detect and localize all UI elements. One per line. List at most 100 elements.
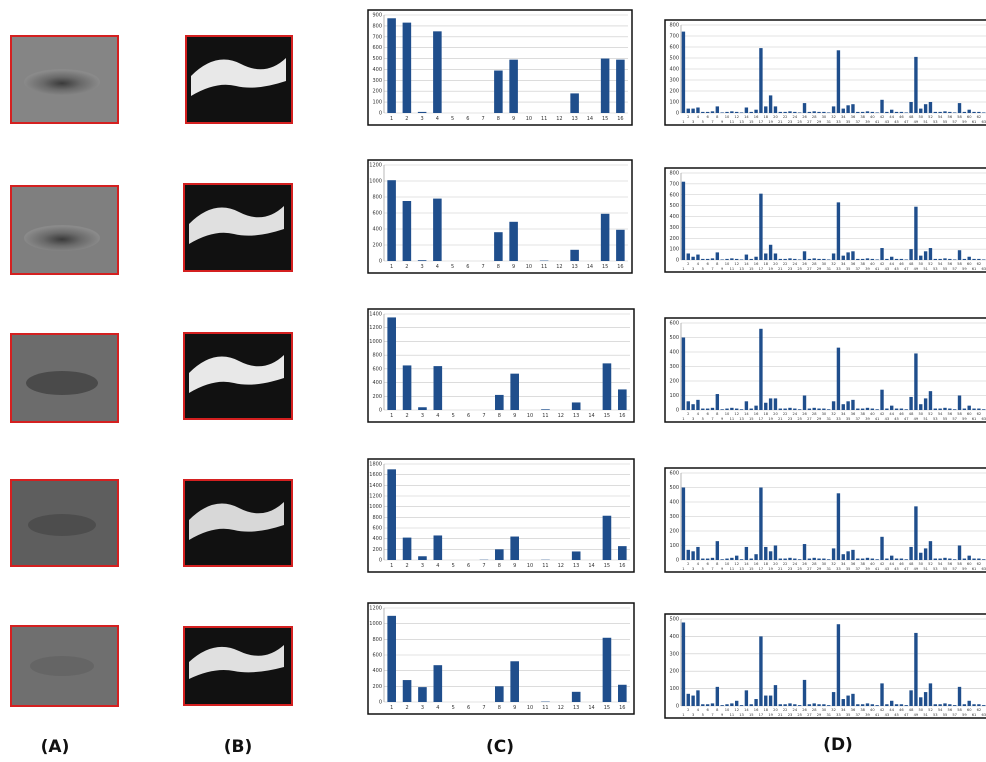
bar bbox=[836, 624, 841, 706]
y-tick-label: 0 bbox=[379, 408, 382, 414]
y-tick-label: 1200 bbox=[369, 494, 382, 500]
bar bbox=[691, 256, 695, 260]
y-tick-label: 200 bbox=[669, 669, 679, 675]
x-tick-label: 10 bbox=[725, 412, 730, 416]
bar bbox=[846, 551, 850, 560]
bar bbox=[797, 259, 802, 260]
bar bbox=[836, 202, 841, 260]
chart-frame bbox=[664, 317, 986, 423]
bar bbox=[909, 249, 913, 260]
texture-shape bbox=[191, 58, 286, 96]
x-tick-label: 61 bbox=[972, 417, 977, 421]
bar bbox=[875, 259, 879, 260]
y-tick-label: 800 bbox=[372, 353, 382, 359]
x-tick-label: 33 bbox=[836, 267, 841, 271]
bar bbox=[681, 181, 686, 260]
y-tick-label: 600 bbox=[372, 211, 382, 217]
bar bbox=[701, 704, 705, 706]
column-b bbox=[183, 35, 293, 706]
bar bbox=[982, 112, 986, 113]
x-tick-label: 16 bbox=[619, 705, 625, 711]
bar bbox=[715, 686, 720, 706]
bar bbox=[402, 537, 412, 560]
bar bbox=[773, 685, 778, 706]
bar bbox=[933, 258, 937, 260]
y-tick-label: 500 bbox=[669, 485, 679, 491]
x-tick-label: 11 bbox=[542, 705, 548, 711]
x-tick-label: 57 bbox=[952, 417, 957, 421]
x-tick-label: 42 bbox=[880, 115, 885, 119]
bar bbox=[759, 48, 763, 113]
histogram: 0100200300400500600700800123456789101112… bbox=[664, 167, 986, 273]
x-tick-label: 10 bbox=[526, 264, 532, 270]
bar bbox=[943, 258, 947, 260]
x-tick-label: 61 bbox=[972, 267, 977, 271]
x-tick-label: 57 bbox=[952, 267, 957, 271]
y-tick-label: 1200 bbox=[369, 163, 382, 169]
bar bbox=[831, 253, 836, 260]
x-tick-label: 59 bbox=[962, 267, 967, 271]
x-tick-label: 36 bbox=[851, 562, 856, 566]
x-tick-label: 59 bbox=[962, 120, 967, 124]
x-tick-label: 25 bbox=[797, 567, 802, 571]
x-tick-label: 31 bbox=[826, 267, 831, 271]
y-tick-label: 300 bbox=[372, 78, 382, 84]
x-tick-label: 46 bbox=[899, 115, 904, 119]
y-tick-label: 200 bbox=[372, 394, 382, 400]
x-tick-label: 11 bbox=[730, 417, 735, 421]
x-tick-label: 31 bbox=[826, 567, 831, 571]
x-tick-label: 37 bbox=[856, 267, 861, 271]
x-tick-label: 54 bbox=[938, 412, 943, 416]
x-tick-label: 55 bbox=[943, 267, 948, 271]
bar bbox=[928, 102, 933, 113]
bar bbox=[571, 691, 581, 702]
bar bbox=[696, 107, 700, 113]
x-tick-label: 5 bbox=[452, 413, 455, 419]
x-tick-label: 37 bbox=[856, 120, 861, 124]
bar bbox=[807, 111, 812, 113]
eye-shape bbox=[28, 514, 96, 536]
bar bbox=[846, 252, 850, 260]
x-tick-label: 6 bbox=[706, 262, 709, 266]
x-tick-label: 14 bbox=[588, 563, 594, 569]
bar bbox=[418, 407, 427, 410]
x-tick-label: 26 bbox=[802, 708, 807, 712]
bar bbox=[875, 705, 879, 706]
x-tick-label: 12 bbox=[734, 412, 739, 416]
y-tick-label: 400 bbox=[372, 227, 382, 233]
bar bbox=[387, 469, 396, 560]
x-tick-label: 30 bbox=[822, 262, 827, 266]
x-tick-label: 4 bbox=[697, 115, 700, 119]
bar bbox=[967, 405, 971, 410]
bar bbox=[914, 56, 918, 113]
x-tick-label: 11 bbox=[541, 264, 547, 270]
bar bbox=[836, 347, 841, 410]
x-tick-label: 19 bbox=[768, 567, 773, 571]
x-tick-label: 29 bbox=[817, 567, 822, 571]
x-tick-label: 3 bbox=[692, 713, 694, 717]
bar bbox=[802, 103, 807, 113]
x-tick-label: 23 bbox=[788, 417, 793, 421]
bar bbox=[570, 249, 579, 261]
bar bbox=[928, 248, 933, 260]
bar bbox=[793, 558, 797, 560]
x-tick-label: 2 bbox=[687, 262, 689, 266]
x-tick-label: 45 bbox=[894, 567, 899, 571]
bar bbox=[938, 558, 942, 560]
x-tick-label: 7 bbox=[482, 264, 485, 270]
x-tick-label: 38 bbox=[860, 708, 865, 712]
x-tick-label: 35 bbox=[846, 713, 851, 717]
x-tick-label: 55 bbox=[943, 417, 948, 421]
x-tick-label: 22 bbox=[783, 708, 788, 712]
x-tick-label: 39 bbox=[865, 567, 870, 571]
bar bbox=[885, 704, 889, 706]
x-tick-label: 3 bbox=[692, 267, 694, 271]
x-tick-label: 62 bbox=[977, 412, 982, 416]
bar bbox=[759, 636, 763, 706]
x-tick-label: 55 bbox=[943, 567, 948, 571]
bar bbox=[899, 258, 904, 260]
x-tick-label: 32 bbox=[831, 412, 836, 416]
bar bbox=[768, 551, 773, 560]
y-tick-label: 400 bbox=[669, 67, 679, 73]
bar bbox=[571, 551, 581, 560]
